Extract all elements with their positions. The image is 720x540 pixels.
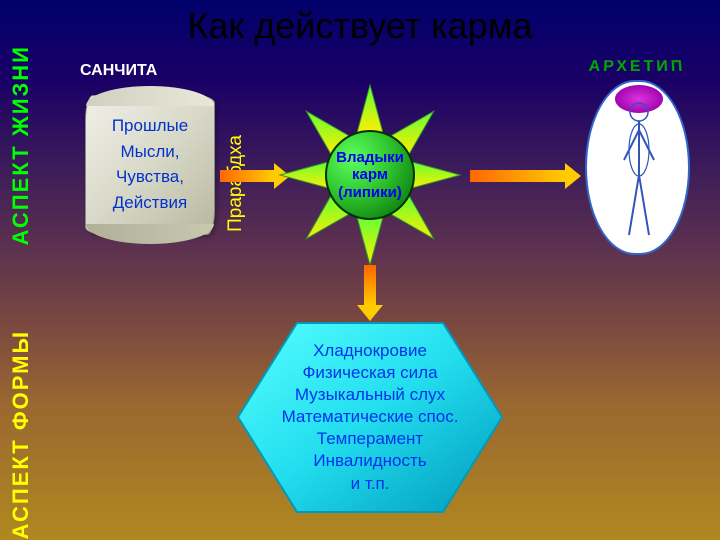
hexagon-node: Хладнокровие Физическая сила Музыкальный… <box>235 320 505 515</box>
arrow-scroll-to-sun <box>220 170 274 182</box>
hexagon-text: Хладнокровие Физическая сила Музыкальный… <box>235 340 505 495</box>
sun-line: (липики) <box>338 184 402 201</box>
aspect-form-label: АСПЕКТ ФОРМЫ <box>8 330 34 539</box>
scroll-line: Прошлые <box>93 113 207 139</box>
hex-line: Физическая сила <box>235 362 505 384</box>
hex-line: и т.п. <box>235 473 505 495</box>
hex-line: Темперамент <box>235 428 505 450</box>
sun-center: Владыки карм (липики) <box>325 130 415 220</box>
archetype-label: АРХЕТИП <box>586 58 688 76</box>
aspect-life-label: АСПЕКТ ЖИЗНИ <box>8 45 34 245</box>
arrow-sun-to-human <box>470 170 565 182</box>
hex-line: Музыкальный слух <box>235 384 505 406</box>
hex-line: Инвалидность <box>235 450 505 472</box>
scroll-box: Прошлые Мысли, Чувства, Действия <box>85 95 215 235</box>
arrow-sun-to-hexagon <box>364 265 376 305</box>
sun-line: карм <box>352 166 388 183</box>
scroll-line: Действия <box>93 190 207 216</box>
sun-node: Владыки карм (липики) <box>270 75 470 275</box>
scroll-text: Прошлые Мысли, Чувства, Действия <box>93 113 207 215</box>
page-title: Как действует карма <box>0 5 720 47</box>
human-oval <box>585 80 690 255</box>
scroll-line: Мысли, <box>93 139 207 165</box>
left-sidebar: АСПЕКТ ЖИЗНИ АСПЕКТ ФОРМЫ <box>0 0 60 540</box>
sun-line: Владыки <box>336 149 404 166</box>
prarabdha-label: Прарабдха <box>225 135 247 232</box>
hex-line: Математические спос. <box>235 406 505 428</box>
hex-line: Хладнокровие <box>235 340 505 362</box>
scroll-line: Чувства, <box>93 164 207 190</box>
sanchita-label: САНЧИТА <box>80 62 157 80</box>
human-figure-icon <box>619 100 659 245</box>
